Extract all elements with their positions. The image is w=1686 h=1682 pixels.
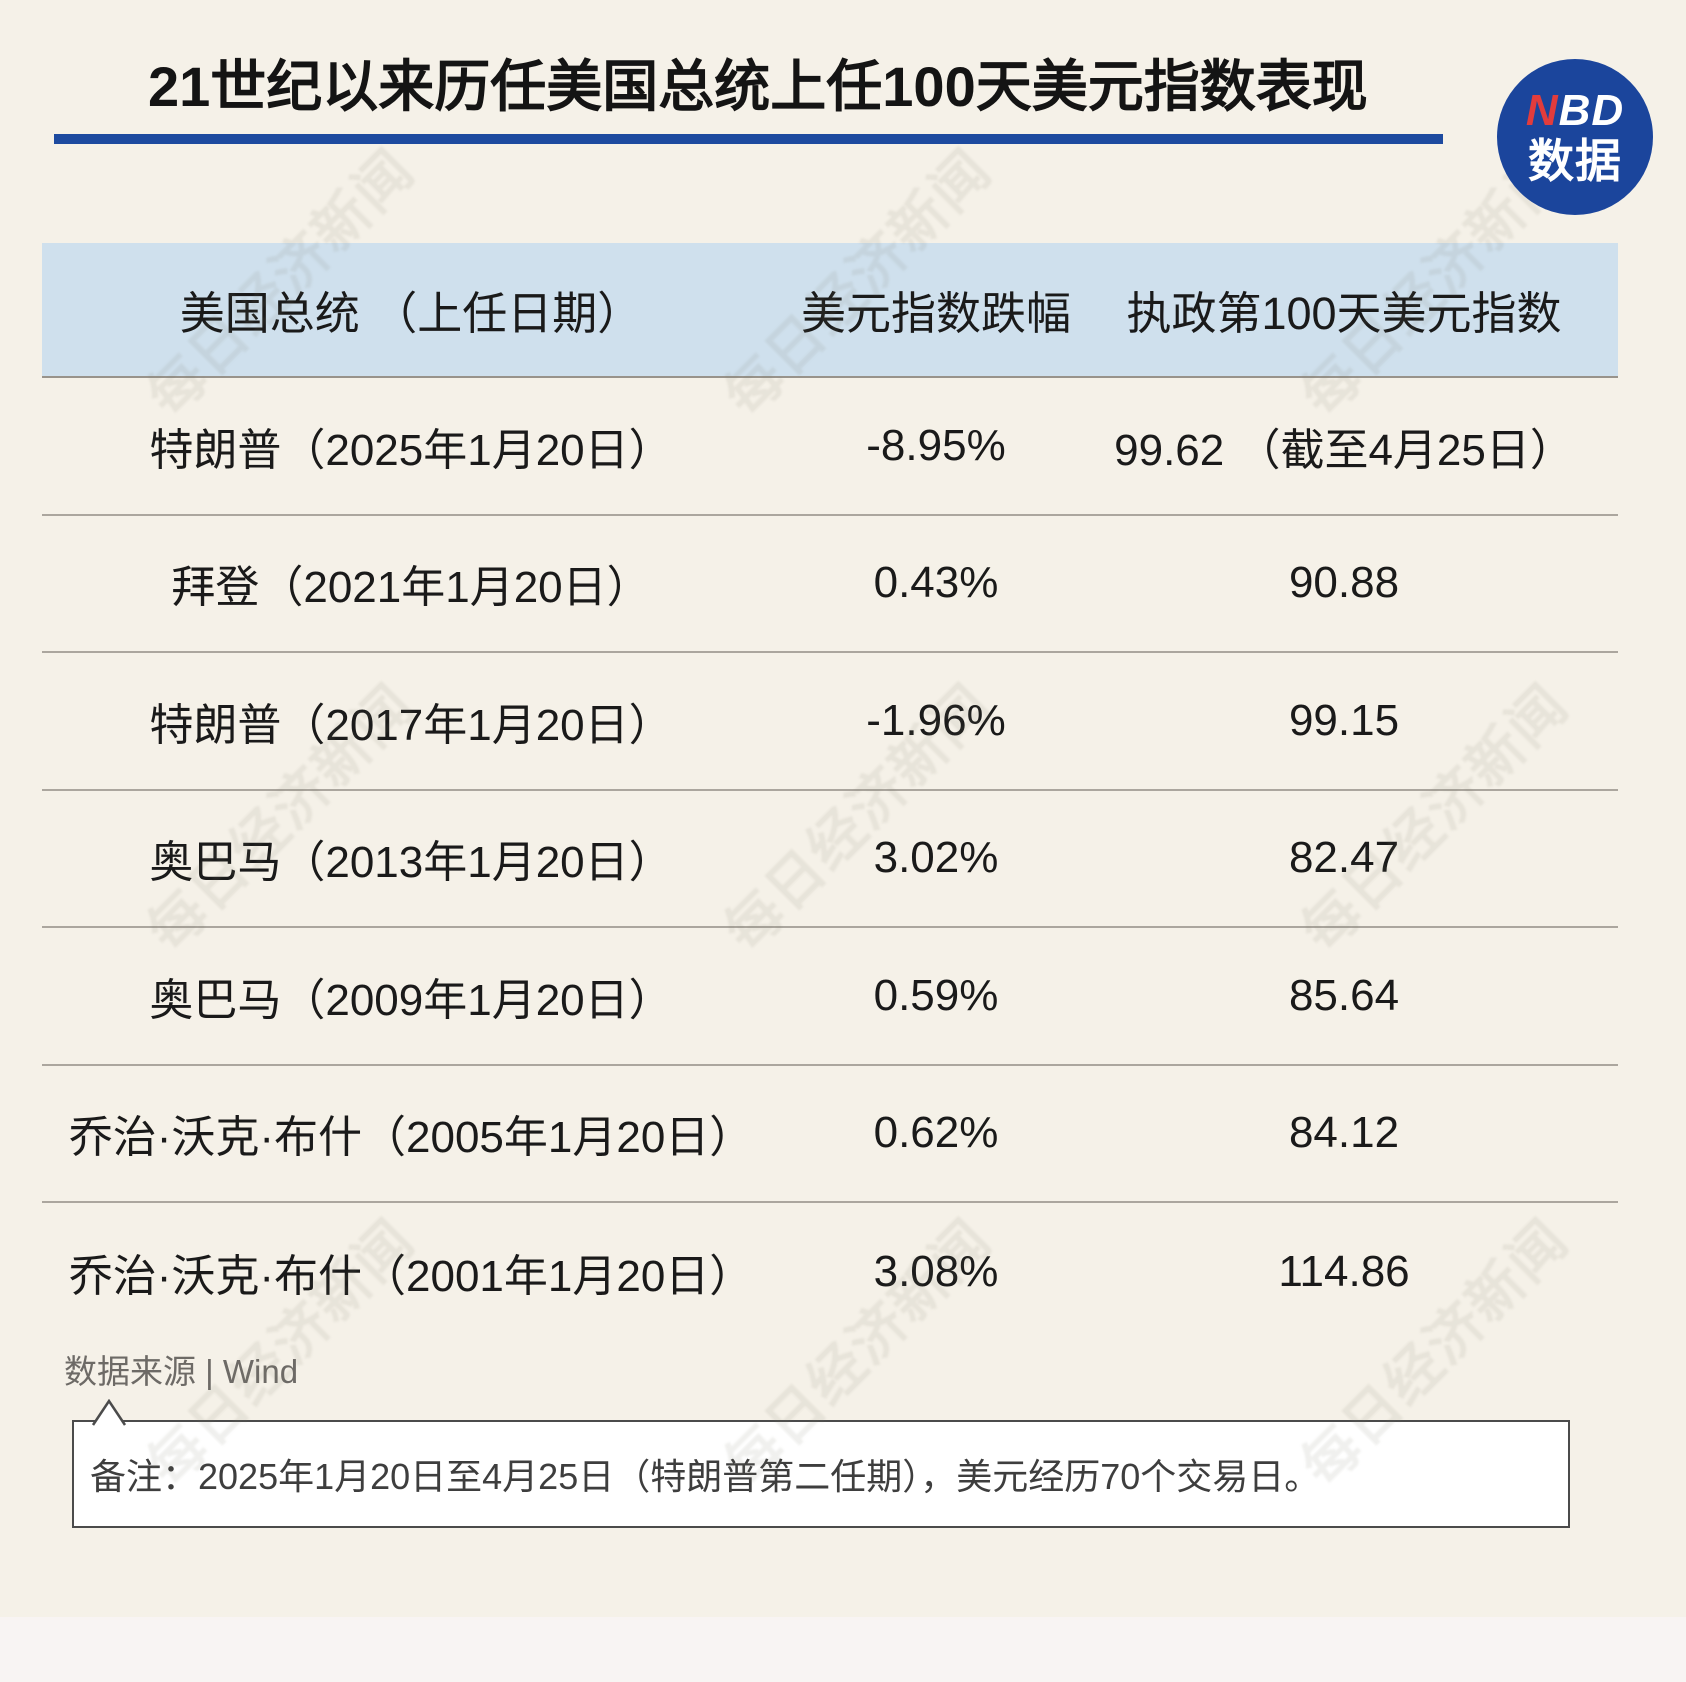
table-header-row: 美国总统 （上任日期） 美元指数跌幅 执政第100天美元指数 (42, 243, 1618, 378)
table-row: 拜登（2021年1月20日） 0.43% 90.88 (42, 516, 1618, 653)
nbd-logo-n: N (1525, 86, 1559, 135)
table-row: 特朗普（2025年1月20日） -8.95% 99.62 （截至4月25日） (42, 378, 1618, 516)
cell-drop: 0.62% (873, 1108, 999, 1158)
nbd-logo-subtext: 数据 (1528, 135, 1622, 187)
cell-index: 99.15 (1288, 695, 1400, 745)
cell-drop: 0.43% (873, 558, 999, 608)
data-source-label: 数据来源 | Wind (64, 1353, 299, 1390)
nbd-logo-text: NBD (1526, 88, 1624, 134)
table-row: 奥巴马（2009年1月20日） 0.59% 85.64 (42, 928, 1618, 1066)
cell-president: 特朗普（2025年1月20日） (149, 425, 673, 475)
title-underline (54, 134, 1443, 144)
cell-president: 拜登（2021年1月20日） (171, 563, 651, 613)
cell-drop: -8.95% (866, 420, 1006, 470)
cell-index: 84.12 (1288, 1108, 1400, 1158)
bottom-band (0, 1617, 1686, 1682)
cell-drop: 3.08% (873, 1246, 999, 1296)
note-text: 备注：2025年1月20日至4月25日（特朗普第二任期），美元经历70个交易日。 (90, 1456, 1321, 1497)
cell-president: 奥巴马（2013年1月20日） (149, 838, 673, 888)
cell-index: 90.88 (1288, 558, 1400, 608)
cell-president: 乔治·沃克·布什（2005年1月20日） (68, 1113, 754, 1163)
cell-president: 乔治·沃克·布什（2001年1月20日） (68, 1251, 754, 1301)
cell-index: 114.86 (1278, 1246, 1410, 1296)
note-box-tail (91, 1398, 127, 1426)
nbd-logo: NBD 数据 (1497, 59, 1653, 215)
column-header-index-100d: 执政第100天美元指数 (1126, 288, 1562, 339)
note-box: 备注：2025年1月20日至4月25日（特朗普第二任期），美元经历70个交易日。 (72, 1420, 1570, 1528)
page-title: 21世纪以来历任美国总统上任100天美元指数表现 (148, 55, 1368, 118)
table-row: 乔治·沃克·布什（2005年1月20日） 0.62% 84.12 (42, 1066, 1618, 1203)
cell-president: 特朗普（2017年1月20日） (149, 700, 673, 750)
column-header-index-drop: 美元指数跌幅 (800, 288, 1071, 339)
cell-index: 85.64 (1288, 970, 1400, 1020)
cell-index: 82.47 (1288, 833, 1400, 883)
table-row: 奥巴马（2013年1月20日） 3.02% 82.47 (42, 791, 1618, 928)
table-row: 乔治·沃克·布什（2001年1月20日） 3.08% 114.86 (42, 1203, 1618, 1341)
cell-index: 99.62 （截至4月25日） (1114, 425, 1574, 475)
cell-drop: -1.96% (866, 695, 1006, 745)
table-row: 特朗普（2017年1月20日） -1.96% 99.15 (42, 653, 1618, 791)
cell-drop: 3.02% (873, 833, 999, 883)
cell-drop: 0.59% (873, 970, 999, 1020)
column-header-president: 美国总统 （上任日期） (179, 288, 643, 339)
nbd-logo-bd: BD (1558, 86, 1625, 135)
cell-president: 奥巴马（2009年1月20日） (149, 975, 673, 1025)
